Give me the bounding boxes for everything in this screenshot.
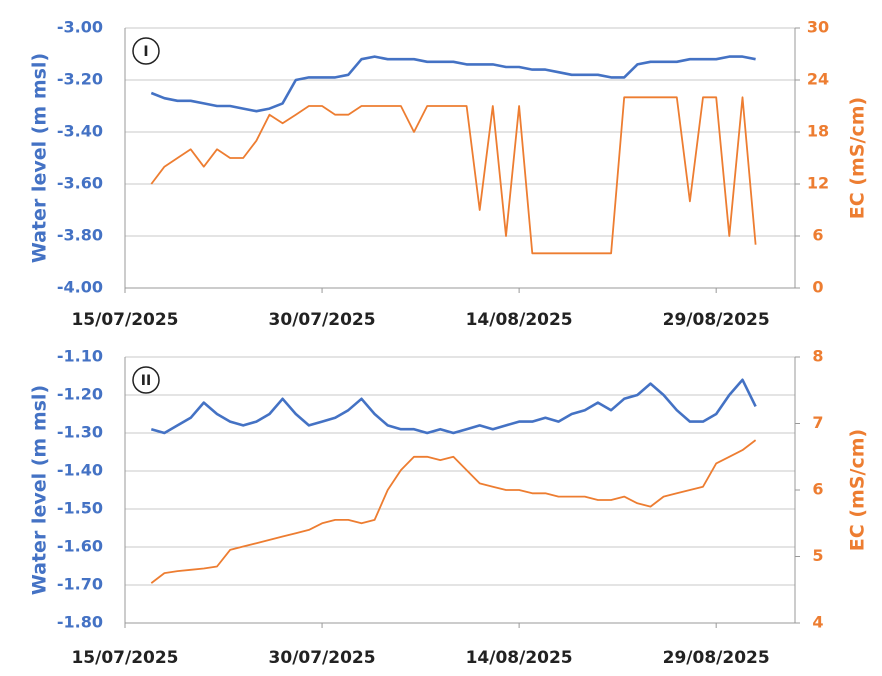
y2-tick-label: 24 — [807, 70, 829, 89]
y-tick-label: -1.60 — [57, 537, 103, 556]
y-tick-label: -1.30 — [57, 423, 103, 442]
y-tick-label: -1.40 — [57, 461, 103, 480]
y2-tick-label: 8 — [812, 347, 823, 366]
y-tick-label: -1.20 — [57, 385, 103, 404]
series-line — [150, 55, 756, 113]
y-tick-label: -1.80 — [57, 613, 103, 632]
y2-tick-label: 12 — [807, 174, 829, 193]
y-tick-label: -3.40 — [57, 122, 103, 141]
y2-tick-label: 30 — [807, 18, 829, 37]
panel-badge — [132, 37, 160, 65]
series-line — [150, 378, 757, 435]
y-tick-label: -1.10 — [57, 347, 103, 366]
y2-axis-title: EC (mS/cm) — [847, 429, 869, 551]
series-line — [150, 439, 757, 584]
panel-label: II — [141, 373, 151, 389]
panel-badge — [132, 366, 160, 394]
x-tick-label: 29/08/2025 — [663, 648, 770, 668]
y-tick-label: -3.20 — [57, 70, 103, 89]
x-tick-label: 15/07/2025 — [71, 310, 178, 330]
y-tick-label: -1.70 — [57, 575, 103, 594]
y2-tick-label: 6 — [812, 226, 823, 245]
x-tick-label: 14/08/2025 — [466, 310, 573, 330]
y2-tick-label: 6 — [812, 480, 823, 499]
y2-tick-label: 0 — [812, 278, 823, 297]
y2-tick-label: 5 — [812, 546, 823, 565]
y-tick-label: -1.50 — [57, 499, 103, 518]
y2-tick-label: 18 — [807, 122, 829, 141]
x-tick-label: 14/08/2025 — [466, 648, 573, 668]
y-tick-label: -4.00 — [57, 278, 103, 297]
y2-tick-label: 4 — [812, 613, 823, 632]
y-tick-label: -3.00 — [57, 18, 103, 37]
y2-axis-title: EC (mS/cm) — [847, 97, 869, 219]
x-tick-label: 15/07/2025 — [71, 648, 178, 668]
y-tick-label: -3.80 — [57, 226, 103, 245]
series-line — [150, 96, 757, 255]
x-tick-label: 30/07/2025 — [269, 648, 376, 668]
y2-tick-label: 7 — [812, 413, 823, 432]
panel-label: I — [143, 44, 148, 60]
y-axis-title: Water level (m msl) — [29, 53, 51, 263]
x-tick-label: 29/08/2025 — [663, 310, 770, 330]
x-tick-label: 30/07/2025 — [269, 310, 376, 330]
y-axis-title: Water level (m msl) — [29, 385, 51, 595]
y-tick-label: -3.60 — [57, 174, 103, 193]
